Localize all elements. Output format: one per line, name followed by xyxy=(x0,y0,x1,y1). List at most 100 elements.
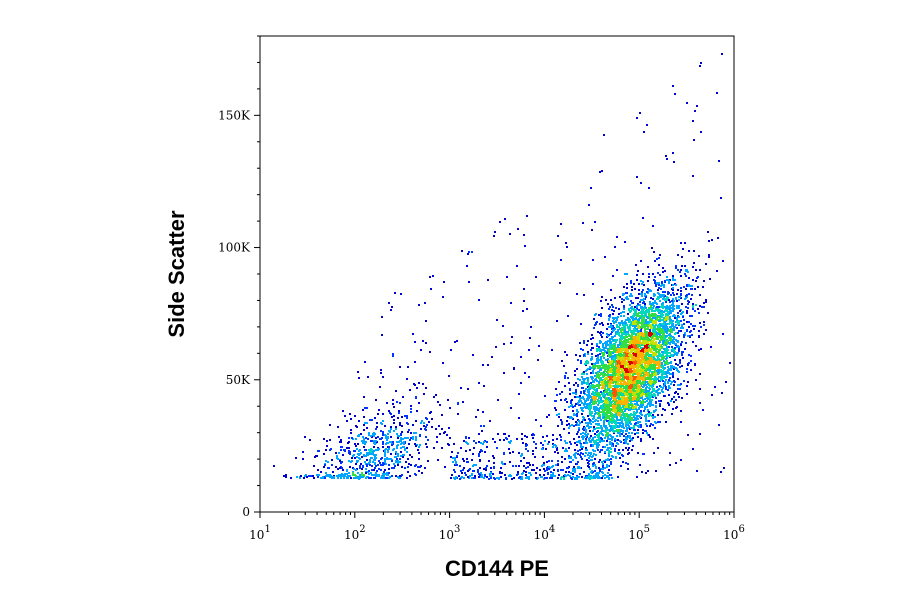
event-dot xyxy=(600,411,602,413)
event-dot xyxy=(670,341,672,343)
event-dot xyxy=(665,352,667,354)
event-dot xyxy=(661,319,663,321)
event-dot xyxy=(653,380,655,382)
event-dot xyxy=(575,354,577,356)
event-dot xyxy=(636,279,638,281)
event-dot xyxy=(578,427,580,429)
event-dot xyxy=(617,476,619,478)
event-dot xyxy=(646,381,648,383)
event-dot xyxy=(618,332,620,334)
event-dot xyxy=(647,341,649,343)
event-dot xyxy=(590,382,592,384)
event-dot xyxy=(598,461,600,463)
event-dot xyxy=(664,381,666,383)
event-dot xyxy=(625,398,627,400)
event-dot xyxy=(577,378,579,380)
event-dot xyxy=(592,337,594,339)
event-dot xyxy=(625,333,627,335)
event-dot xyxy=(676,293,678,295)
event-dot xyxy=(672,277,674,279)
event-dot xyxy=(663,317,665,319)
event-dot xyxy=(670,354,672,356)
event-dot xyxy=(653,349,655,351)
event-dot xyxy=(668,330,670,332)
event-dot xyxy=(626,324,628,326)
event-dot xyxy=(577,384,579,386)
event-dot xyxy=(587,379,589,381)
event-dot xyxy=(586,407,588,409)
event-dot xyxy=(648,334,650,336)
event-dot xyxy=(619,419,621,421)
event-dot xyxy=(671,300,673,302)
event-dot xyxy=(625,433,627,435)
event-dot xyxy=(649,301,651,303)
event-dot xyxy=(652,438,654,440)
event-dot xyxy=(637,404,639,406)
event-dot xyxy=(668,379,670,381)
event-dot xyxy=(638,395,640,397)
event-dot xyxy=(641,471,643,473)
event-dot xyxy=(624,382,626,384)
event-dot xyxy=(583,381,585,383)
event-dot xyxy=(591,334,593,336)
event-dot xyxy=(600,379,602,381)
event-dot xyxy=(576,415,578,417)
event-dot xyxy=(659,349,661,351)
event-dot xyxy=(699,305,701,307)
event-dot xyxy=(572,406,574,408)
event-dot xyxy=(611,428,613,430)
event-dot xyxy=(634,433,636,435)
event-dot xyxy=(636,336,638,338)
event-dot xyxy=(672,298,674,300)
event-dot xyxy=(666,346,668,348)
event-dot xyxy=(619,392,621,394)
event-dot xyxy=(641,319,643,321)
event-dot xyxy=(581,421,583,423)
event-dot xyxy=(616,388,618,390)
event-dot xyxy=(620,425,622,427)
event-dot xyxy=(613,385,615,387)
event-dot xyxy=(626,339,628,341)
event-dot xyxy=(570,405,572,407)
event-dot xyxy=(626,354,628,356)
event-dot xyxy=(671,381,673,383)
event-dot xyxy=(647,409,649,411)
event-dot xyxy=(634,318,636,320)
event-dot xyxy=(642,432,644,434)
event-dot xyxy=(672,315,674,317)
event-dot xyxy=(623,380,625,382)
event-dot xyxy=(605,299,607,301)
event-dot xyxy=(675,399,677,401)
event-dot xyxy=(682,248,684,250)
event-dot xyxy=(610,324,612,326)
event-dot xyxy=(692,303,694,305)
event-dot xyxy=(615,367,617,369)
event-dot xyxy=(651,375,653,377)
event-dot xyxy=(582,432,584,434)
event-dot xyxy=(624,338,626,340)
event-dot xyxy=(613,393,615,395)
event-dot xyxy=(637,303,639,305)
event-dot xyxy=(644,328,646,330)
event-dot xyxy=(591,412,593,414)
event-dot xyxy=(659,403,661,405)
event-dot xyxy=(697,286,699,288)
event-dot xyxy=(672,279,674,281)
event-dot xyxy=(652,366,654,368)
event-dot xyxy=(561,423,563,425)
event-dot xyxy=(554,400,556,402)
event-dot xyxy=(648,363,650,365)
event-dot xyxy=(608,455,610,457)
event-dot xyxy=(614,450,616,452)
event-dot xyxy=(617,439,619,441)
event-dot xyxy=(633,337,635,339)
event-dot xyxy=(671,350,673,352)
event-dot xyxy=(661,390,663,392)
event-dot xyxy=(657,394,659,396)
event-dot xyxy=(574,396,576,398)
event-dot xyxy=(636,415,638,417)
event-dot xyxy=(691,294,693,296)
event-dot xyxy=(617,346,619,348)
event-dot xyxy=(590,349,592,351)
event-dot xyxy=(667,340,669,342)
